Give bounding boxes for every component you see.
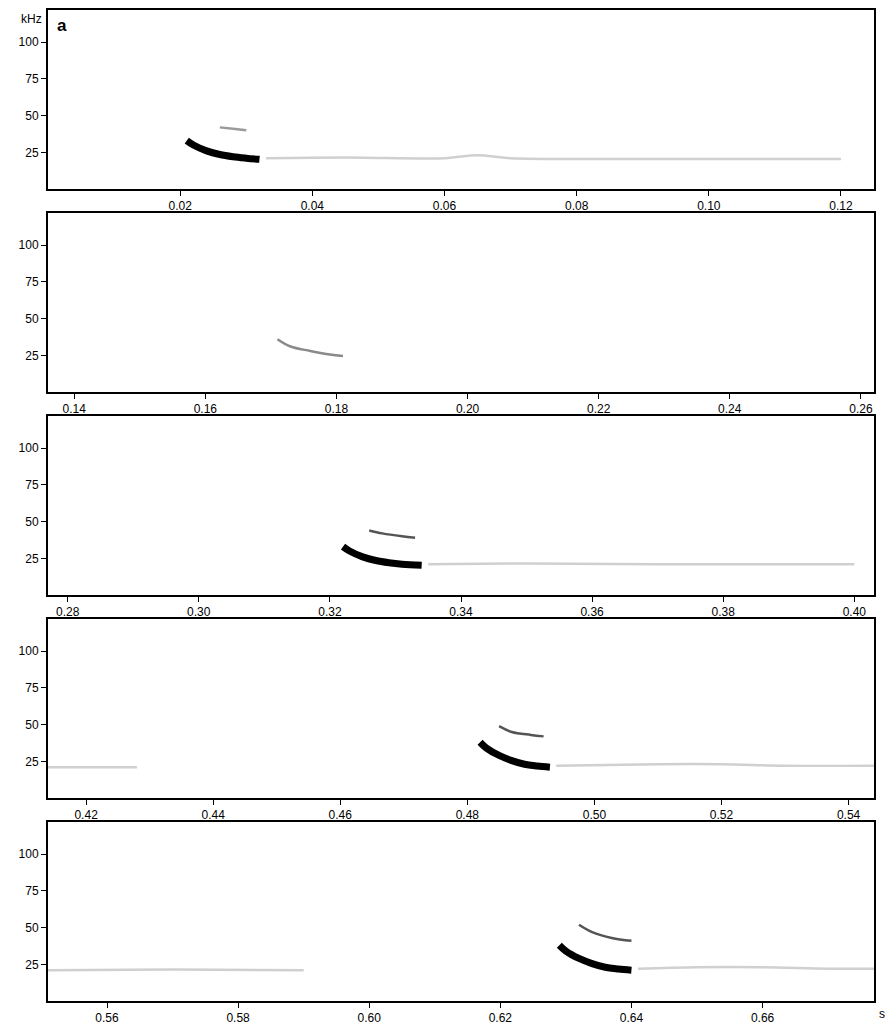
svg-text:0.66: 0.66 (751, 1011, 775, 1025)
svg-text:0.42: 0.42 (74, 808, 98, 822)
svg-text:0.48: 0.48 (456, 808, 480, 822)
svg-text:50: 50 (25, 312, 39, 326)
svg-text:0.38: 0.38 (712, 605, 736, 619)
svg-text:0.64: 0.64 (620, 1011, 644, 1025)
svg-text:25: 25 (25, 552, 39, 566)
svg-text:0.14: 0.14 (63, 402, 87, 416)
svg-text:75: 75 (25, 478, 39, 492)
svg-text:100: 100 (19, 441, 39, 455)
svg-text:0.26: 0.26 (849, 402, 873, 416)
svg-text:0.58: 0.58 (226, 1011, 250, 1025)
svg-text:0.52: 0.52 (710, 808, 734, 822)
svg-text:100: 100 (19, 644, 39, 658)
svg-text:0.46: 0.46 (329, 808, 353, 822)
svg-text:s: s (879, 1007, 885, 1021)
svg-text:0.32: 0.32 (318, 605, 342, 619)
svg-text:0.30: 0.30 (187, 605, 211, 619)
svg-text:0.10: 0.10 (697, 199, 721, 213)
svg-text:0.56: 0.56 (95, 1011, 119, 1025)
svg-text:100: 100 (19, 238, 39, 252)
svg-text:100: 100 (19, 35, 39, 49)
svg-text:0.02: 0.02 (168, 199, 192, 213)
svg-text:0.20: 0.20 (456, 402, 480, 416)
svg-text:25: 25 (25, 146, 39, 160)
svg-text:0.50: 0.50 (583, 808, 607, 822)
svg-text:0.34: 0.34 (449, 605, 473, 619)
svg-text:0.24: 0.24 (718, 402, 742, 416)
svg-text:0.22: 0.22 (587, 402, 611, 416)
svg-text:0.60: 0.60 (358, 1011, 382, 1025)
svg-text:25: 25 (25, 349, 39, 363)
svg-text:0.12: 0.12 (829, 199, 853, 213)
svg-text:25: 25 (25, 958, 39, 972)
svg-text:0.36: 0.36 (580, 605, 604, 619)
svg-text:a: a (57, 16, 67, 35)
svg-text:25: 25 (25, 755, 39, 769)
svg-text:0.08: 0.08 (565, 199, 589, 213)
svg-text:75: 75 (25, 884, 39, 898)
svg-text:0.16: 0.16 (194, 402, 218, 416)
svg-text:50: 50 (25, 921, 39, 935)
svg-text:0.62: 0.62 (489, 1011, 513, 1025)
svg-text:75: 75 (25, 72, 39, 86)
svg-text:50: 50 (25, 109, 39, 123)
svg-text:0.06: 0.06 (433, 199, 457, 213)
svg-text:75: 75 (25, 681, 39, 695)
svg-text:0.54: 0.54 (837, 808, 861, 822)
svg-text:0.44: 0.44 (202, 808, 226, 822)
svg-text:0.40: 0.40 (843, 605, 867, 619)
svg-text:75: 75 (25, 275, 39, 289)
svg-text:100: 100 (19, 847, 39, 861)
svg-text:0.18: 0.18 (325, 402, 349, 416)
svg-text:0.28: 0.28 (56, 605, 80, 619)
svg-text:50: 50 (25, 718, 39, 732)
svg-text:kHz: kHz (21, 12, 42, 26)
svg-text:0.04: 0.04 (301, 199, 325, 213)
svg-text:50: 50 (25, 515, 39, 529)
